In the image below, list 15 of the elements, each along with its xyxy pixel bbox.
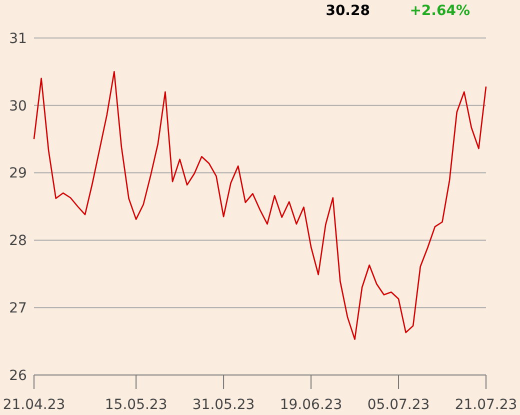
- x-tick-label: 15.05.23: [104, 397, 168, 413]
- x-tick-label: 05.07.23: [367, 397, 430, 413]
- x-tick-label: 31.05.23: [192, 397, 255, 413]
- y-tick-label: 30: [9, 98, 27, 114]
- y-tick-label: 29: [9, 166, 27, 182]
- x-tick-label: 21.07.23: [454, 397, 518, 413]
- line-series: [33, 71, 487, 340]
- y-tick-label: 27: [9, 300, 27, 316]
- y-tick-label: 26: [9, 368, 27, 384]
- y-tick-label: 28: [9, 233, 27, 250]
- text: 30.28: [326, 3, 370, 19]
- text: +2.64%: [410, 3, 470, 19]
- x-tick-label: 19.06.23: [280, 397, 342, 413]
- y-tick-label: 31: [9, 30, 27, 47]
- x-tick-label: 21.04.23: [2, 397, 66, 413]
